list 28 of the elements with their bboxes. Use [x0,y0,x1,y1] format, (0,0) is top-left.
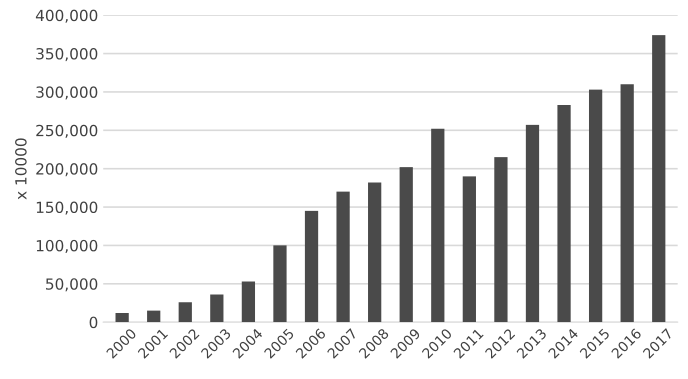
bar [242,281,256,322]
bar [462,176,476,322]
y-tick-label: 150,000 [36,201,98,215]
bar [210,294,224,322]
y-tick-label: 350,000 [36,48,98,62]
y-axis-title: x 10000 [15,138,27,200]
bar [652,35,666,322]
y-tick-label: 0 [90,316,98,328]
bar [336,192,350,322]
bar [431,128,444,322]
bar [116,312,129,322]
bar [178,302,192,322]
bar [368,182,382,322]
bar [620,84,634,322]
bar [400,167,413,322]
bar [526,124,540,322]
bar [588,90,602,322]
y-tick-label: 250,000 [36,124,98,138]
y-tick-label: 200,000 [36,163,98,176]
y-tick-label: 100,000 [36,240,98,253]
bar [304,210,318,322]
bar [273,245,287,322]
y-tick-label: 50,000 [46,278,98,292]
bar [494,157,508,322]
bar [147,310,160,322]
y-tick-label: 300,000 [36,86,98,100]
y-tick-label: 400,000 [36,10,98,23]
bar [557,104,571,322]
